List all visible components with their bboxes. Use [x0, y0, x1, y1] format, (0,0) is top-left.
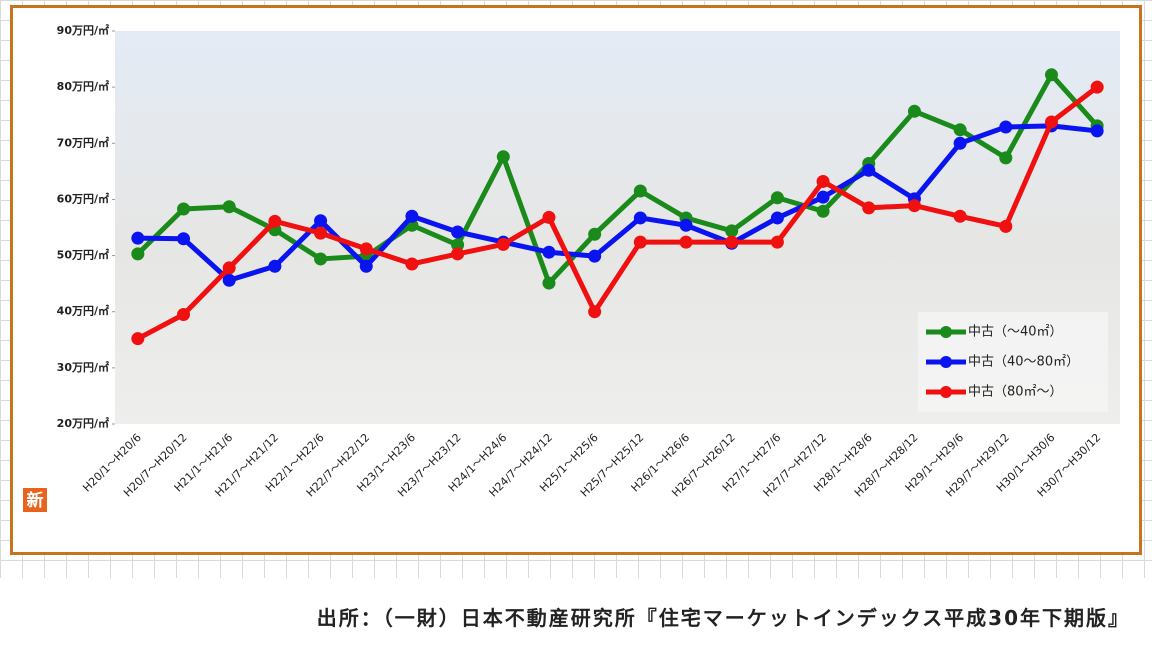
point: [953, 209, 967, 223]
point: [359, 242, 373, 256]
point: [816, 204, 830, 218]
y-tick-label: 90万円/㎡: [57, 23, 109, 37]
point: [816, 190, 830, 204]
badge-box: [23, 488, 47, 512]
source-note: 出所：（一財）日本不動産研究所『住宅マーケットインデックス平成30年下期版』: [316, 606, 1130, 630]
point: [953, 136, 967, 150]
point: [953, 123, 967, 137]
y-tick-label: 60万円/㎡: [57, 191, 109, 205]
point: [268, 214, 282, 228]
point: [633, 235, 647, 249]
point: [1090, 124, 1104, 138]
badge: 新: [27, 490, 44, 511]
point: [314, 226, 328, 240]
series-line: [137, 123, 1098, 283]
point: [1090, 80, 1104, 94]
point: [542, 276, 556, 290]
point: [222, 273, 236, 287]
point: [999, 151, 1013, 165]
point: [679, 235, 693, 249]
point: [496, 237, 510, 251]
point: [1044, 115, 1058, 129]
point: [770, 191, 784, 205]
point: [177, 202, 191, 216]
legend-label: 中古（40～80㎡）: [968, 355, 1079, 370]
point: [816, 174, 830, 188]
series-line: [136, 85, 1099, 341]
point: [222, 200, 236, 214]
legend-marker: [940, 386, 952, 398]
point: [451, 225, 465, 239]
point: [588, 305, 602, 319]
legend-marker: [940, 326, 952, 338]
point: [862, 163, 876, 177]
point: [268, 259, 282, 273]
point: [679, 218, 693, 232]
point: [177, 232, 191, 246]
legend-label: 中古（80㎡～）: [968, 385, 1063, 400]
point: [588, 227, 602, 241]
point: [496, 150, 510, 164]
point: [131, 231, 145, 245]
y-tick-label: 70万円/㎡: [57, 135, 109, 149]
point: [177, 308, 191, 322]
point: [770, 211, 784, 225]
point: [1044, 68, 1058, 82]
point: [131, 332, 145, 346]
point: [770, 235, 784, 249]
y-tick-label: 40万円/㎡: [57, 304, 109, 318]
point: [907, 199, 921, 213]
point: [633, 211, 647, 225]
point: [314, 252, 328, 266]
point: [222, 261, 236, 275]
point: [451, 238, 465, 252]
point: [725, 235, 739, 249]
point: [359, 259, 373, 273]
chart-frame: 新 20万円/㎡ 30万円/㎡ 40万円/㎡ 50万円/㎡ 60万円/㎡ 70万円/㎡ 80…: [10, 5, 1142, 555]
point: [633, 184, 647, 198]
y-tick-label: 80万円/㎡: [57, 79, 109, 93]
legend-marker: [940, 356, 952, 368]
point: [405, 209, 419, 223]
point: [907, 104, 921, 118]
point: [405, 257, 419, 271]
point: [451, 247, 465, 261]
y-tick-label: 50万円/㎡: [57, 248, 109, 262]
point: [999, 219, 1013, 233]
point: [588, 249, 602, 263]
legend-label: 中古（～40㎡）: [968, 325, 1063, 340]
chart: 新 20万円/㎡ 30万円/㎡ 40万円/㎡ 50万円/㎡ 60万円/㎡ 70万円/㎡ 80…: [23, 23, 1120, 512]
y-tick-label: 30万円/㎡: [57, 360, 109, 374]
point: [314, 214, 328, 228]
point: [725, 224, 739, 238]
point: [862, 201, 876, 215]
footer: 出所：（一財）日本不動産研究所『住宅マーケットインデックス平成30年下期版』: [0, 578, 1152, 648]
point: [542, 245, 556, 259]
point: [131, 247, 145, 261]
point: [999, 120, 1013, 134]
y-tick-label: 20万円/㎡: [57, 416, 109, 430]
point: [542, 210, 556, 224]
